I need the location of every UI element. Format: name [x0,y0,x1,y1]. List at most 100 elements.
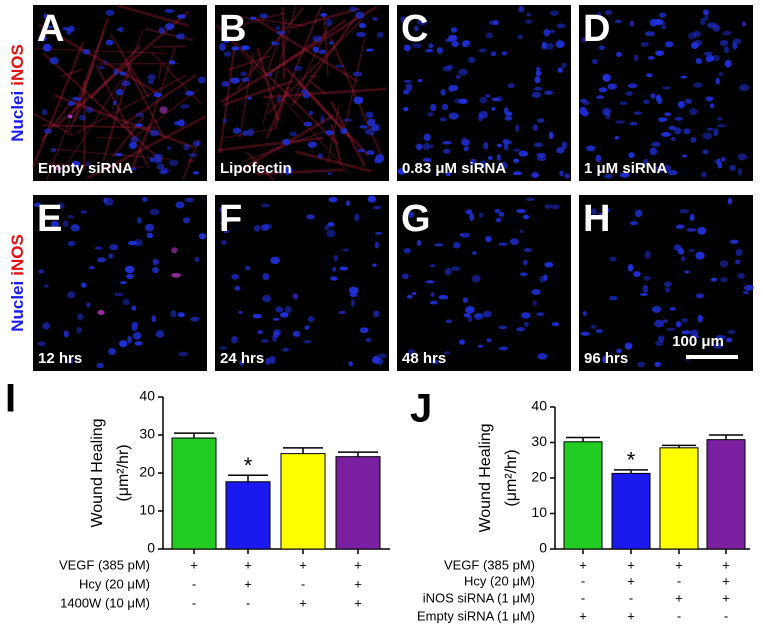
nucleus [171,247,178,254]
stain [246,151,275,181]
stain [132,117,155,167]
nucleus [525,197,535,201]
nucleus [582,100,591,106]
nucleus [105,39,114,46]
stain [151,47,176,118]
nucleus [302,92,311,99]
nucleus [679,209,689,214]
nucleus [590,324,597,329]
nucleus [276,96,281,103]
nucleus [727,329,736,334]
y-tick-label: 30 [139,426,155,442]
nucleus [522,259,528,266]
nucleus [450,266,461,272]
nucleus [226,217,231,223]
stain [251,15,359,83]
nucleus [516,327,525,332]
nucleus [403,107,409,112]
condition-sign: + [299,557,307,572]
nucleus [581,37,588,43]
nucleus [376,31,384,38]
nucleus [132,331,142,340]
condition-sign: + [627,573,635,588]
condition-sign: + [675,557,683,572]
significance-marker: * [244,453,253,478]
nucleus [719,39,729,47]
nucleus [245,266,251,271]
nucleus [417,18,428,26]
nucleus [318,49,327,55]
nucleus [259,13,269,19]
condition-sign: - [629,590,633,605]
nucleus [707,22,717,29]
stain [111,116,145,158]
nucleus [247,96,253,100]
nucleus [131,305,137,311]
nucleus [743,284,754,291]
nucleus [414,25,419,32]
nucleus [591,58,598,65]
nucleus [705,96,714,102]
panel-caption: 24 hrs [220,350,264,367]
nucleus [531,91,541,99]
nucleus [153,153,163,162]
condition-label: Empty siRNA (1 μM) [417,608,535,623]
nucleus [715,335,726,340]
nucleus [103,197,114,206]
nucleus [580,331,591,336]
panel-letter: H [583,198,610,240]
stain [308,80,327,95]
stain [238,52,255,139]
nucleus [78,114,86,121]
nucleus [303,340,312,344]
nucleus [80,210,87,214]
nucleus [49,56,59,65]
nucleus [221,240,227,245]
nucleus [154,259,160,265]
nucleus [50,147,57,153]
nucleus [282,347,290,352]
panel-letter: E [37,198,62,240]
stain [72,17,109,122]
nucleus [405,83,413,92]
stain [42,124,157,129]
nucleus [629,221,638,226]
nucleus [596,95,604,99]
nucleus [130,136,139,143]
nucleus [275,26,281,31]
nucleus [272,317,280,321]
nucleus [564,173,570,179]
condition-sign: - [246,595,250,610]
panel-letter: B [219,8,246,50]
nucleus [545,42,554,50]
condition-label: VEGF (385 pM) [444,557,535,572]
nucleus [38,34,47,42]
nucleus [700,17,706,26]
nucleus [614,19,622,24]
nucleus [153,159,163,164]
nucleus [524,19,533,24]
nucleus [350,299,355,307]
nucleus [445,171,451,177]
nucleus [442,148,451,154]
nucleus [194,256,200,263]
nucleus [604,207,610,214]
condition-sign: - [301,576,305,591]
nucleus [417,79,423,83]
nucleus [155,330,165,338]
nucleus [76,313,84,321]
condition-sign: + [190,557,198,572]
nucleus [320,115,325,123]
nucleus [62,27,70,31]
stain [295,150,372,173]
scale-bar-label: 100 μm [672,333,724,350]
micrograph [33,195,207,371]
stain [41,103,71,142]
nucleus [372,263,377,267]
nucleus [88,265,95,270]
condition-sign: + [722,590,730,605]
nucleus [724,46,729,54]
stain [42,52,161,161]
panel-caption: 0.83 μM siRNA [402,160,506,177]
